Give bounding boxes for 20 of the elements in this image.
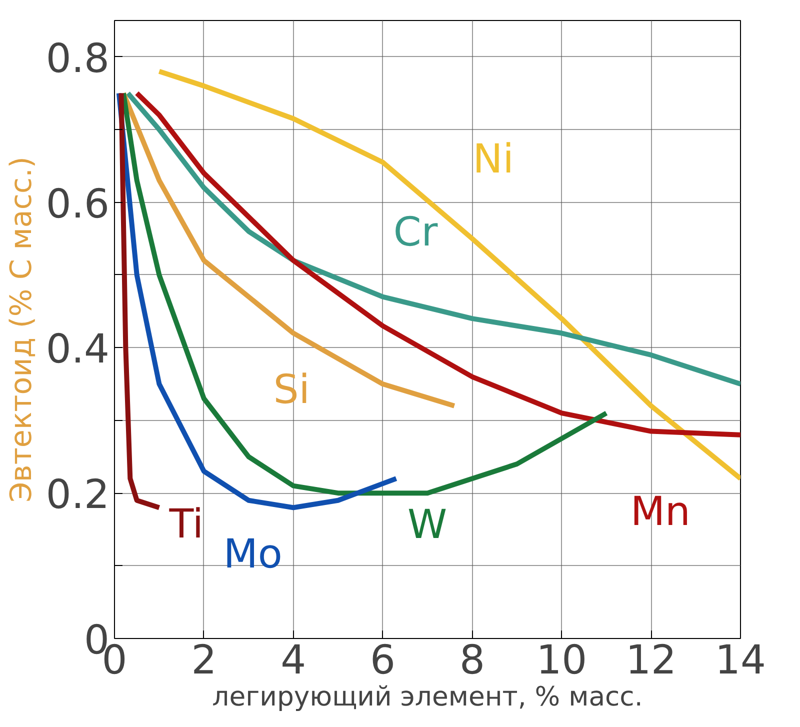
y-tick-label: 0.6 [46, 181, 110, 228]
series-label: Cr [393, 209, 438, 256]
y-axis-title: Эвтектоид (% С масс.) [4, 156, 38, 502]
series-label: Ti [168, 502, 204, 548]
x-tick-label: 8 [459, 638, 485, 684]
y-tick-label: 0.4 [46, 326, 110, 373]
y-tick-label: 0.8 [46, 36, 110, 82]
x-axis-title: легирующий элемент, % масс. [212, 682, 643, 712]
series-label: Si [273, 367, 310, 414]
x-tick-label: 10 [536, 638, 588, 684]
x-tick-label: 4 [280, 638, 306, 684]
x-tick-label: 14 [715, 638, 766, 684]
series-label: Mo [223, 532, 282, 578]
series-label: W [408, 502, 448, 548]
x-tick-label: 6 [370, 638, 396, 684]
x-tick-label: 12 [626, 638, 677, 684]
x-tick-label: 2 [191, 638, 217, 684]
series-label: Ni [472, 136, 514, 182]
series-label: Mn [630, 488, 690, 535]
y-tick-label: 0.2 [46, 472, 110, 518]
